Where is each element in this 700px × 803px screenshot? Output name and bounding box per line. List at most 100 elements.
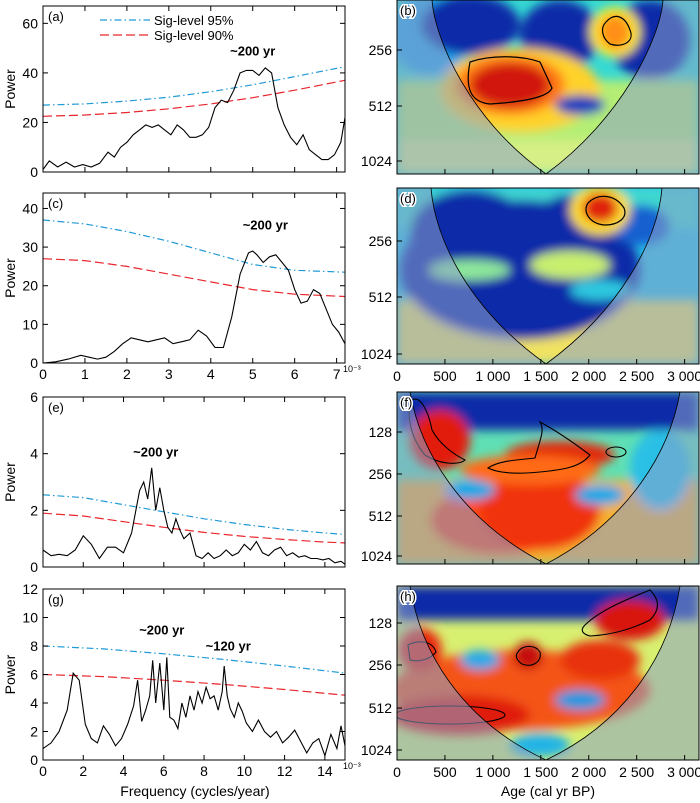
series-line-sig-level-90- bbox=[42, 258, 346, 298]
series-line-sig-level-95- bbox=[42, 494, 346, 535]
y-tick-label: 0 bbox=[30, 164, 38, 180]
x-tick-label: 0 bbox=[39, 366, 47, 382]
x-tick-label: 12 bbox=[277, 763, 293, 779]
y-tick-label: 10 bbox=[22, 316, 38, 332]
panel-label: (b) bbox=[400, 3, 416, 18]
y-tick-label: 256 bbox=[369, 657, 393, 673]
annotation-label: ~200 yr bbox=[133, 445, 178, 460]
axes-frame bbox=[42, 5, 346, 173]
axes-frame bbox=[42, 192, 346, 364]
x-tick-label: 6 bbox=[160, 763, 168, 779]
x-tick-label: 7 bbox=[333, 366, 341, 382]
y-axis-label: Power bbox=[2, 462, 18, 502]
annotation-label: ~200 yr bbox=[139, 623, 184, 638]
x-tick-label: 3 000 bbox=[667, 368, 700, 384]
y-tick-label: 1024 bbox=[361, 742, 392, 758]
series-line-power-spectrum bbox=[42, 467, 346, 565]
legend-label: Sig-level 90% bbox=[154, 28, 234, 43]
axes-frame bbox=[396, 187, 700, 365]
x-tick-label: 2 000 bbox=[571, 764, 606, 780]
wavelet-panel-f bbox=[397, 392, 699, 564]
wavelet-panel-b bbox=[397, 0, 699, 174]
x-axis-multiplier: 10⁻³ bbox=[343, 761, 361, 771]
y-tick-label: 128 bbox=[369, 615, 393, 631]
line-panel-g: 0 2 4 6 8 10 12 0 2 4 6 8 10 12 14 10⁻³ Power (g) ~200 yr ~… bbox=[2, 581, 361, 779]
y-tick-label: 512 bbox=[369, 98, 393, 114]
y-tick-label: 512 bbox=[369, 289, 393, 305]
y-tick-label: 256 bbox=[369, 233, 393, 249]
panel-label: (f) bbox=[400, 395, 412, 410]
line-panel-e: 0 2 4 6 Power (e) ~200 yr bbox=[2, 389, 346, 575]
y-tick-label: 10 bbox=[22, 610, 38, 626]
x-tick-label: 3 bbox=[165, 366, 173, 382]
series-line-sig-level-95- bbox=[42, 66, 346, 106]
axes-frame bbox=[396, 585, 700, 761]
x-tick-label: 2 bbox=[79, 763, 87, 779]
y-axis-label: Power bbox=[2, 258, 18, 298]
annotation-label: ~120 yr bbox=[206, 638, 251, 653]
y-tick-label: 0 bbox=[30, 752, 38, 768]
y-tick-label: 4 bbox=[30, 695, 38, 711]
y-tick-label: 512 bbox=[369, 508, 393, 524]
y-tick-label: 1024 bbox=[361, 346, 392, 362]
panel-label: (g) bbox=[48, 592, 64, 607]
series-line-power-spectrum bbox=[42, 67, 346, 170]
x-tick-label: 2 000 bbox=[571, 368, 606, 384]
y-axis-label: Power bbox=[2, 654, 18, 694]
x-tick-label: 4 bbox=[207, 366, 215, 382]
wavelet-axes-b: 256 512 1024 (b) bbox=[361, 0, 700, 175]
wavelet-panel-d bbox=[397, 188, 699, 364]
y-tick-label: 128 bbox=[369, 424, 393, 440]
x-tick-label: 1 000 bbox=[475, 764, 510, 780]
line-panel-c: 0 10 20 30 40 0 1 2 3 4 5 6 7 10⁻³ Power (c) ~200 yr bbox=[2, 192, 361, 382]
wavelet-axes-f: 128 256 512 1024 (f) bbox=[361, 391, 700, 565]
panel-label: (c) bbox=[48, 196, 63, 211]
y-tick-label: 60 bbox=[22, 15, 38, 31]
axes-frame bbox=[396, 0, 700, 175]
y-tick-label: 256 bbox=[369, 466, 393, 482]
axes-frame bbox=[42, 588, 346, 761]
series-line-sig-level-95- bbox=[42, 645, 346, 674]
y-tick-label: 0 bbox=[30, 559, 38, 575]
x-tick-label: 0 bbox=[393, 764, 401, 780]
y-tick-label: 30 bbox=[22, 239, 38, 255]
x-tick-label: 14 bbox=[317, 763, 333, 779]
x-axis-multiplier: 10⁻³ bbox=[343, 364, 361, 374]
series-line-sig-level-90- bbox=[42, 673, 346, 696]
x-axis-label-frequency: Frequency (cycles/year) bbox=[120, 783, 269, 799]
x-tick-label: 1 500 bbox=[523, 368, 558, 384]
y-tick-label: 6 bbox=[30, 667, 38, 683]
y-tick-label: 20 bbox=[22, 278, 38, 294]
y-tick-label: 40 bbox=[22, 200, 38, 216]
x-tick-label: 0 bbox=[39, 763, 47, 779]
x-tick-label: 2 500 bbox=[619, 764, 654, 780]
y-tick-label: 4 bbox=[30, 446, 38, 462]
x-tick-label: 1 500 bbox=[523, 764, 558, 780]
x-tick-label: 1 000 bbox=[475, 368, 510, 384]
x-tick-label: 1 bbox=[81, 366, 89, 382]
y-tick-label: 512 bbox=[369, 700, 393, 716]
x-axis-label-age: Age (cal yr BP) bbox=[501, 783, 595, 799]
x-tick-label: 8 bbox=[200, 763, 208, 779]
legend-label: Sig-level 95% bbox=[154, 13, 234, 28]
y-tick-label: 1024 bbox=[361, 548, 392, 564]
annotation-label: ~200 yr bbox=[243, 218, 288, 233]
x-tick-label: 500 bbox=[433, 368, 457, 384]
series-line-sig-level-90- bbox=[42, 512, 346, 544]
series-line-sig-level-90- bbox=[42, 79, 346, 117]
x-tick-label: 2 500 bbox=[619, 368, 654, 384]
axes-frame bbox=[396, 391, 700, 565]
y-tick-label: 6 bbox=[30, 389, 38, 405]
axes-frame bbox=[42, 396, 346, 568]
y-tick-label: 40 bbox=[22, 65, 38, 81]
x-tick-label: 4 bbox=[120, 763, 128, 779]
annotation-label: ~200 yr bbox=[230, 44, 275, 59]
y-tick-label: 2 bbox=[30, 724, 38, 740]
x-tick-label: 10 bbox=[237, 763, 253, 779]
x-tick-label: 3 000 bbox=[667, 764, 700, 780]
panel-label: (a) bbox=[48, 9, 64, 24]
y-tick-label: 20 bbox=[22, 114, 38, 130]
